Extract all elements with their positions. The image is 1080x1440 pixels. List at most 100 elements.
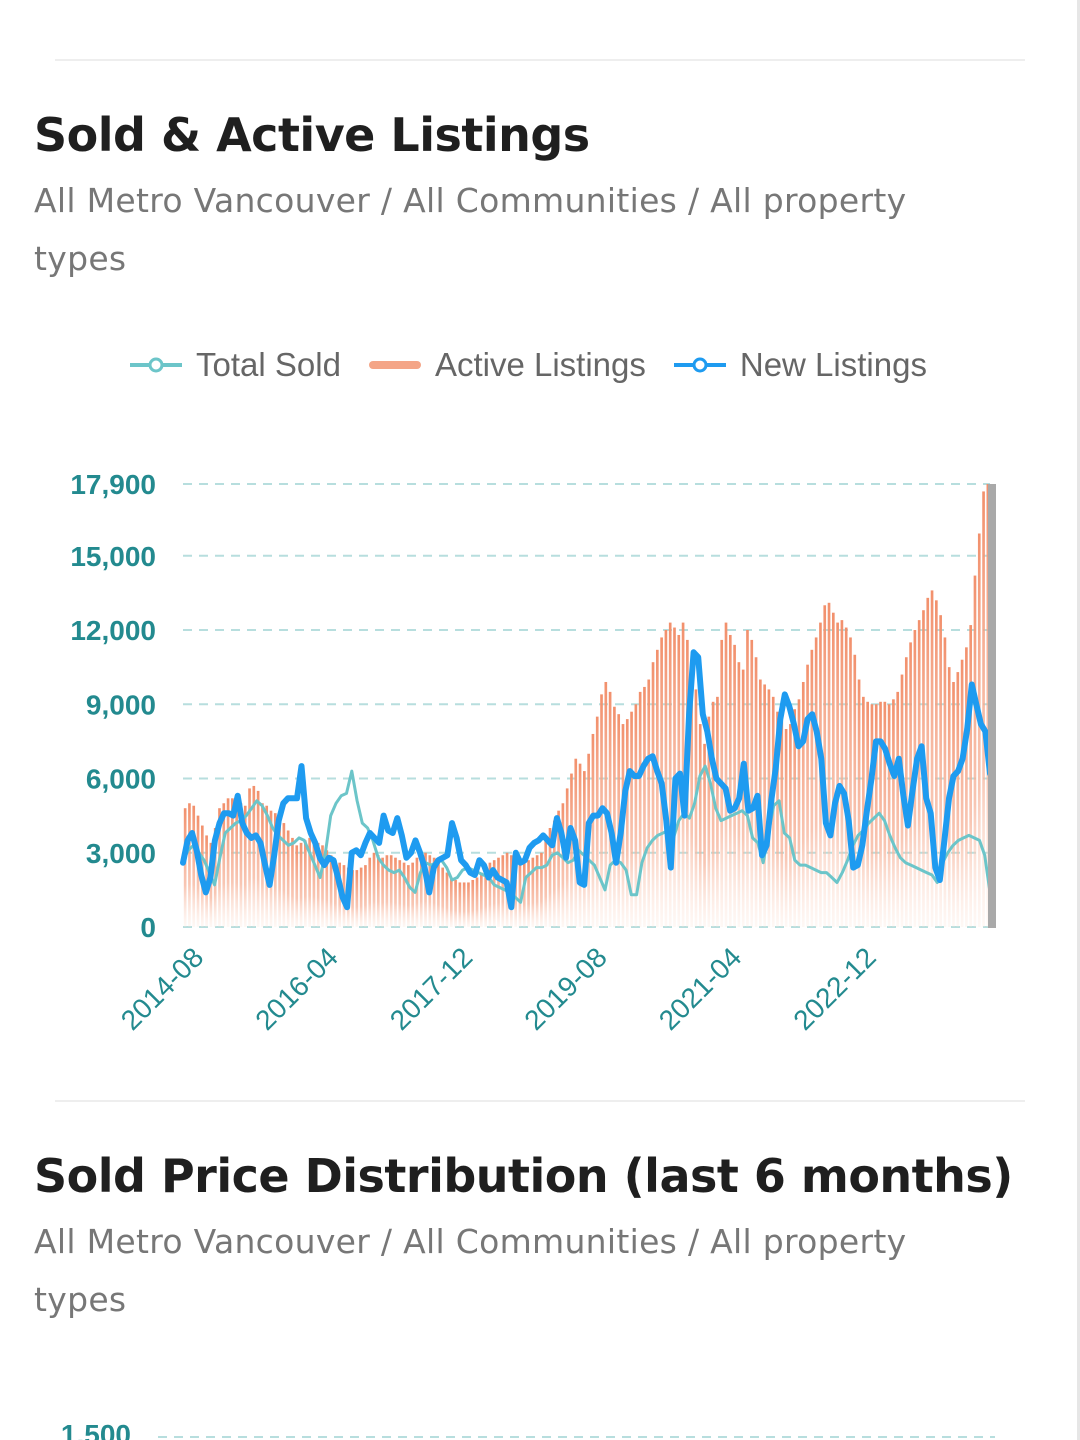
active-listings-bar xyxy=(312,840,316,927)
active-listings-bar xyxy=(892,699,895,927)
sold-active-listings-chart[interactable]: 0 3,000 6,000 9,000 12,000 15,000 17,900 2014-… xyxy=(0,440,1080,1060)
active-listings-bar xyxy=(939,615,942,927)
previous-chart-tick-label: 20 xyxy=(463,0,508,3)
legend-item-active-listings[interactable]: Active Listings xyxy=(368,346,646,384)
active-listings-bar xyxy=(831,612,835,927)
active-listings-bar xyxy=(956,672,960,927)
active-listings-bar xyxy=(969,625,973,927)
x-tick-label: 2019-08 xyxy=(518,941,613,1036)
active-listings-bar xyxy=(334,860,337,927)
active-listings-bar xyxy=(630,711,633,927)
section-breadcrumb: All Metro Vancouver / All Communities / … xyxy=(34,181,907,278)
active-listings-bar xyxy=(462,882,466,927)
active-listings-bar xyxy=(497,857,500,927)
y-tick-label: 17,900 xyxy=(70,469,156,500)
active-listings-bar xyxy=(385,855,389,927)
active-listings-bar xyxy=(359,867,363,927)
page-edge xyxy=(1077,0,1080,1440)
y-tick-label: 15,000 xyxy=(70,541,156,572)
active-listings-bar xyxy=(698,724,702,927)
active-listings-bar xyxy=(973,575,977,927)
y-tick-label: 9,000 xyxy=(86,689,156,720)
active-listings-bar xyxy=(231,798,234,927)
active-listings-bar xyxy=(308,837,311,927)
active-listings-bar xyxy=(728,634,732,927)
active-listings-bar xyxy=(578,763,582,927)
legend-item-total-sold[interactable]: Total Sold xyxy=(130,346,341,384)
active-listings-bar xyxy=(557,810,560,927)
active-listings-bar xyxy=(647,679,651,927)
previous-chart-tick-label: 20 xyxy=(118,0,163,3)
active-listings-bar xyxy=(561,803,565,927)
active-listings-bar xyxy=(651,662,655,927)
active-listings-bar xyxy=(896,691,900,927)
legend-label: Active Listings xyxy=(434,346,646,383)
active-listings-bar xyxy=(634,704,638,927)
active-listings-bar xyxy=(857,679,861,927)
active-listings-bar xyxy=(239,803,243,927)
active-listings-bar xyxy=(810,649,814,927)
active-listings-bar xyxy=(862,696,865,927)
active-listings-bar xyxy=(389,855,393,927)
active-listings-bar xyxy=(664,630,668,927)
active-listings-bar xyxy=(935,600,938,927)
active-listings-bar xyxy=(286,830,290,927)
legend-item-new-listings[interactable]: New Listings xyxy=(673,346,927,384)
active-listings-bar xyxy=(655,649,659,927)
active-listings-bar xyxy=(273,813,277,927)
active-listings-bar xyxy=(419,852,423,927)
active-listings-bar xyxy=(870,704,874,927)
active-listings-bar xyxy=(432,857,436,927)
active-listings-bar xyxy=(604,681,608,927)
active-listings-bar xyxy=(449,877,453,927)
active-listings-bar xyxy=(711,701,715,927)
active-listings-bar xyxy=(522,862,526,927)
active-listings-bar xyxy=(278,818,281,927)
legend-label: New Listings xyxy=(739,346,927,383)
active-listings-bar xyxy=(952,681,955,927)
active-listings-bar xyxy=(643,686,646,927)
active-listings-bar xyxy=(252,785,256,927)
active-listings-bar xyxy=(741,669,745,927)
active-listings-bar xyxy=(372,852,376,927)
active-listings-bar xyxy=(188,803,191,927)
active-listings-bar xyxy=(488,862,492,927)
y-tick-label: 12,000 xyxy=(70,615,156,646)
active-listings-bar xyxy=(827,602,831,927)
active-listings-bar xyxy=(402,862,406,927)
active-listings-bar xyxy=(518,860,522,927)
active-listings-bar xyxy=(617,714,621,927)
active-listings-bar xyxy=(458,882,462,927)
active-listings-bar xyxy=(415,857,419,927)
active-listings-bar xyxy=(840,620,844,927)
x-tick-label: 2021-04 xyxy=(653,941,748,1036)
active-listings-bar xyxy=(849,637,852,927)
active-listings-bar xyxy=(595,716,599,927)
active-listings-bar xyxy=(235,800,238,927)
active-listings-bar xyxy=(703,743,706,927)
section-title-sold-price-distribution: Sold Price Distribution (last 6 months) xyxy=(34,1149,1013,1203)
sold-price-distribution-chart[interactable]: 1,500 xyxy=(0,1400,1080,1440)
previous-chart-tick-label: 20 xyxy=(637,0,682,3)
y-tick-label: 1,500 xyxy=(61,1419,131,1440)
active-listings-bar xyxy=(797,699,801,927)
active-listings-bar xyxy=(763,684,766,927)
active-listings-bar xyxy=(407,865,410,927)
active-listings-bar xyxy=(501,855,505,927)
active-listings-bar xyxy=(381,857,384,927)
section-breadcrumb: All Metro Vancouver / All Communities / … xyxy=(34,1222,907,1319)
x-tick-label: 2022-12 xyxy=(787,941,882,1036)
previous-chart-tick-label: 20 xyxy=(810,0,855,3)
chart-scroll-handle[interactable] xyxy=(988,484,996,928)
active-listings-bar xyxy=(793,709,797,927)
previous-chart-x-axis: 20 20 20 20 20 xyxy=(0,0,1080,40)
bar-swatch-icon xyxy=(368,361,421,369)
active-listings-bar xyxy=(883,701,887,927)
active-listings-bar xyxy=(789,724,792,927)
active-listings-bar xyxy=(398,860,402,927)
active-listings-bar xyxy=(853,654,857,927)
active-listings-bar xyxy=(256,790,260,927)
active-listings-bar xyxy=(394,857,397,927)
active-listings-bar xyxy=(467,882,470,927)
active-listings-bar xyxy=(243,805,247,927)
